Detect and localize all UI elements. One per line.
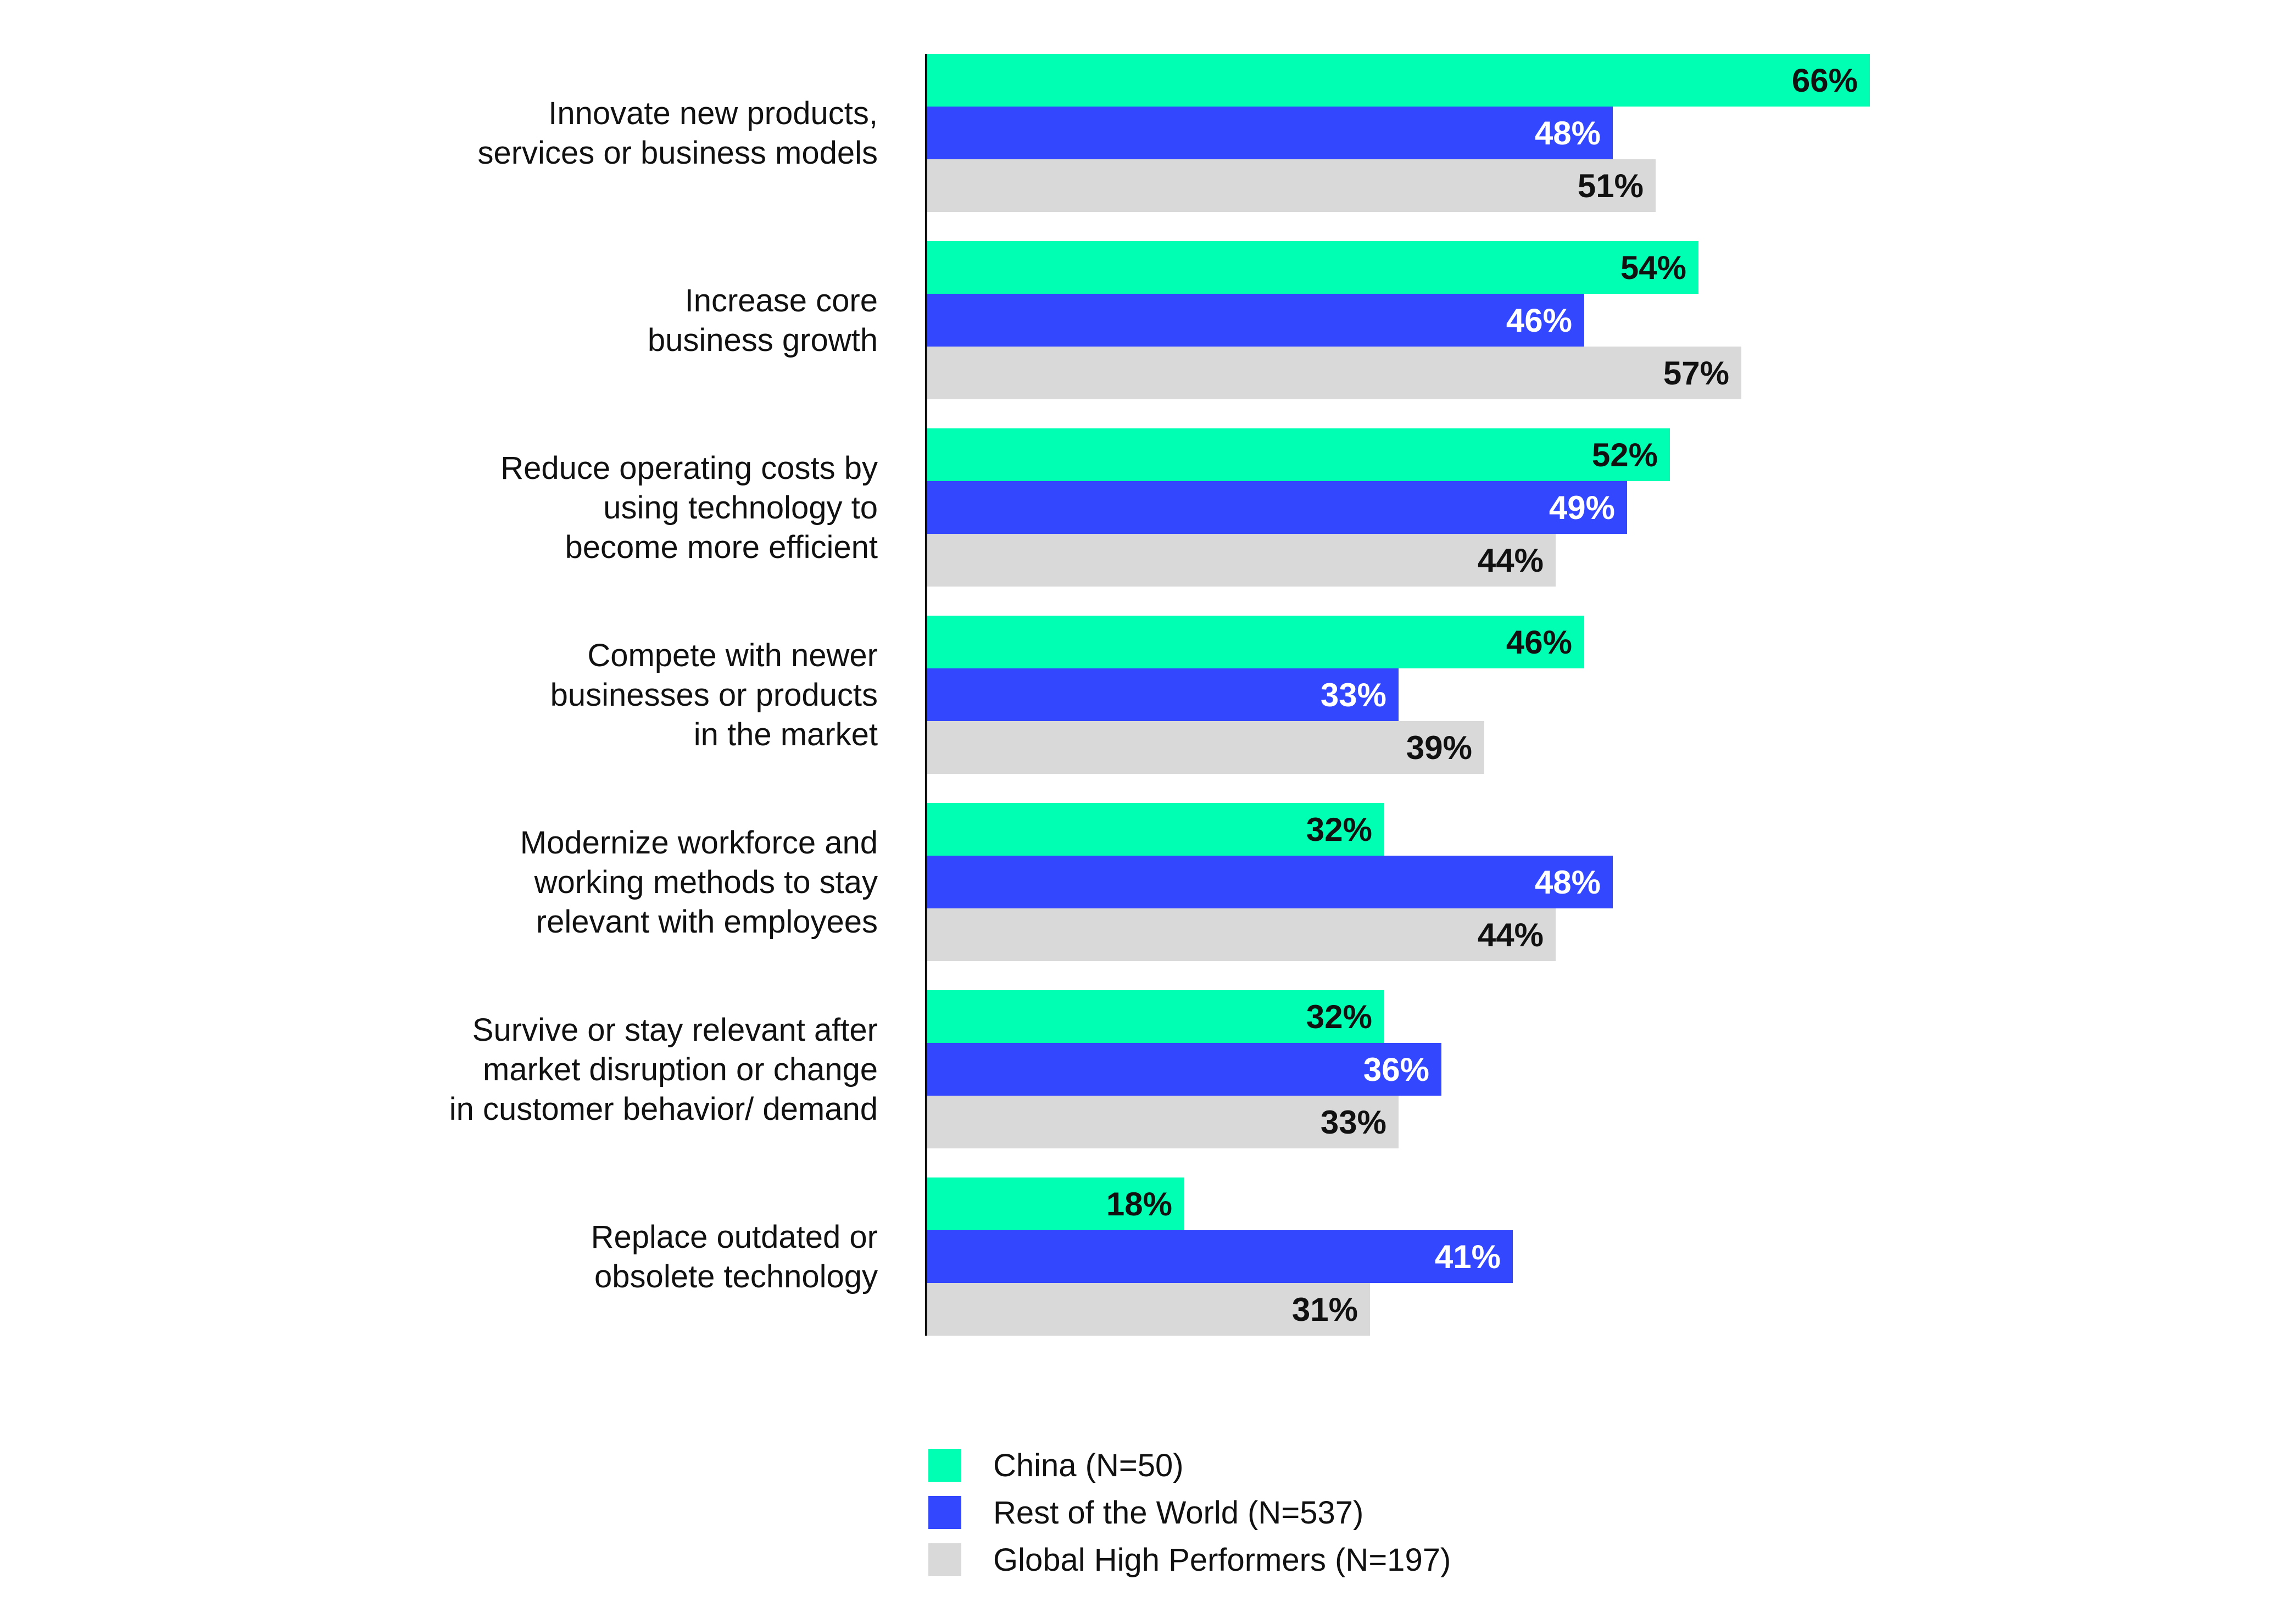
data-label: 48% (1535, 864, 1601, 901)
bar (927, 1283, 1370, 1336)
category-label-line: Increase core (685, 283, 878, 319)
data-label: 44% (1478, 917, 1544, 953)
data-label: 32% (1306, 998, 1372, 1035)
category-label-line: market disruption or change (483, 1052, 878, 1087)
bar (927, 908, 1556, 961)
legend-label-global-high-performers: Global High Performers (N=197) (993, 1542, 1451, 1578)
legend-swatch-china (928, 1449, 961, 1482)
category-label-line: using technology to (603, 490, 878, 526)
data-label: 57% (1663, 355, 1729, 392)
bar (927, 481, 1627, 534)
bar (927, 1043, 1441, 1096)
category-label-line: Reduce operating costs by (500, 450, 878, 486)
bar (927, 1096, 1399, 1148)
category-label-line: working methods to stay (534, 864, 878, 900)
bar (927, 347, 1741, 399)
bar (927, 1230, 1513, 1283)
category-label: Reduce operating costs by using technolog… (500, 450, 878, 565)
data-label: 52% (1592, 437, 1658, 473)
category-label-line: Survive or stay relevant after (472, 1012, 878, 1048)
category-label-line: obsolete technology (594, 1259, 878, 1294)
category-label-line: Modernize workforce and (520, 825, 878, 861)
legend-swatch-global-high-performers (928, 1543, 961, 1576)
bar (927, 54, 1870, 107)
data-label: 32% (1306, 811, 1372, 848)
data-label: 31% (1292, 1291, 1358, 1328)
bar (927, 534, 1556, 587)
data-label: 39% (1406, 729, 1472, 766)
category-label-line: Compete with newer (587, 638, 878, 673)
bar (927, 668, 1399, 721)
bar (927, 803, 1384, 856)
bar (927, 856, 1613, 908)
legend-swatch-rest-of-world (928, 1496, 961, 1529)
data-label: 33% (1321, 677, 1386, 713)
legend-label-rest-of-world: Rest of the World (N=537) (993, 1494, 1364, 1531)
category-label: Survive or stay relevant after market dis… (449, 1012, 878, 1127)
category-label-line: in the market (694, 717, 878, 752)
category-label: Modernize workforce and working methods t… (520, 825, 878, 940)
data-label: 44% (1478, 542, 1544, 579)
bar (927, 1177, 1184, 1230)
bar (927, 294, 1584, 347)
category-label-line: Replace outdated or (591, 1219, 878, 1255)
legend-item-china: China (N=50) (928, 1442, 1451, 1489)
data-label: 66% (1792, 62, 1858, 99)
category-label: Increase core business growth (648, 283, 878, 358)
data-label: 51% (1578, 168, 1644, 204)
category-label: Innovate new products, services or busine… (477, 96, 878, 171)
legend: China (N=50) Rest of the World (N=537) G… (928, 1442, 1451, 1583)
data-label: 48% (1535, 115, 1601, 152)
data-label: 18% (1106, 1186, 1172, 1223)
bar (927, 428, 1670, 481)
category-label-line: services or business models (477, 135, 878, 171)
category-label: Replace outdated or obsolete technology (591, 1219, 878, 1294)
data-label: 41% (1435, 1238, 1501, 1275)
data-label: 36% (1363, 1051, 1429, 1088)
legend-item-global-high-performers: Global High Performers (N=197) (928, 1536, 1451, 1583)
data-label: 33% (1321, 1104, 1386, 1141)
category-label-line: businesses or products (550, 677, 878, 713)
legend-item-rest-of-world: Rest of the World (N=537) (928, 1489, 1451, 1536)
category-label-line: relevant with employees (536, 904, 878, 940)
legend-label-china: China (N=50) (993, 1447, 1184, 1483)
bar (927, 616, 1584, 668)
category-label-line: in customer behavior/ demand (449, 1091, 878, 1127)
bar (927, 107, 1613, 159)
category-label-line: Innovate new products, (548, 96, 878, 131)
data-label: 46% (1506, 624, 1572, 661)
data-label: 54% (1620, 249, 1686, 286)
category-label-line: business growth (648, 322, 878, 358)
category-label-line: become more efficient (565, 529, 878, 565)
category-label: Compete with newer businesses or products… (550, 638, 878, 752)
data-label: 49% (1549, 489, 1615, 526)
bar (927, 990, 1384, 1043)
data-label: 46% (1506, 302, 1572, 339)
bar (927, 241, 1698, 294)
bar (927, 721, 1484, 774)
bar (927, 159, 1656, 212)
